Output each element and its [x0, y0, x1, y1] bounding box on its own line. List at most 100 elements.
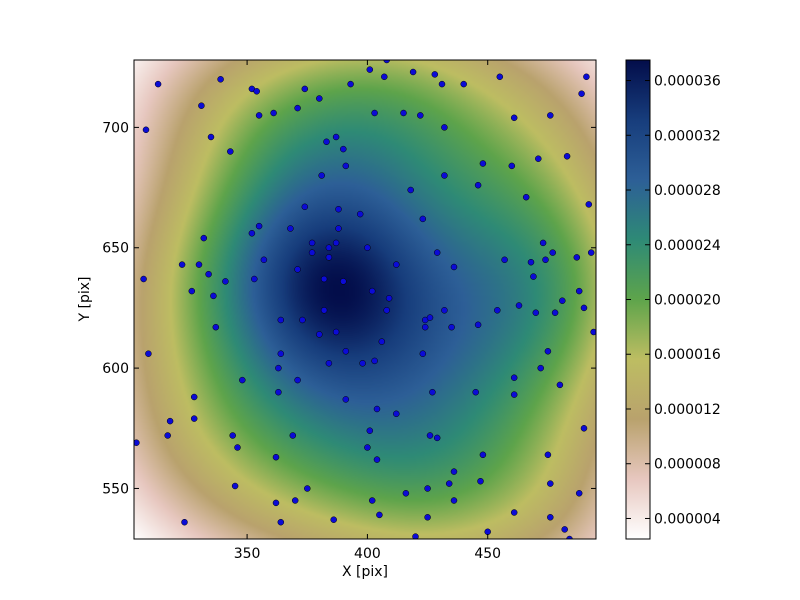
scatter-point — [205, 270, 212, 278]
scatter-point — [340, 278, 347, 285]
scatter-point — [231, 482, 239, 490]
scatter-point — [364, 444, 371, 451]
scatter-point — [373, 456, 381, 463]
scatter-point — [412, 533, 419, 539]
y-axis-label: Y [pix] — [77, 277, 93, 323]
scatter-point — [356, 210, 364, 218]
scatter-point — [510, 391, 518, 398]
scatter-point — [373, 405, 381, 413]
y-axis-ticks: 550 600 650 700 — [102, 120, 596, 497]
scatter-point — [166, 417, 174, 425]
scatter-point — [448, 323, 455, 331]
scatter-point — [335, 205, 342, 213]
scatter-point — [275, 364, 282, 372]
scatter-point — [272, 499, 280, 507]
x-tick-label: 450 — [474, 546, 501, 562]
scatter-point — [248, 230, 256, 237]
scatter-point — [316, 95, 323, 102]
scatter-point — [301, 85, 309, 93]
colorbar-tick-label: 0.000008 — [654, 457, 721, 473]
scatter-point — [371, 357, 378, 365]
y-tick-label: 600 — [102, 361, 129, 377]
scatter-point — [501, 256, 508, 264]
scatter-point — [385, 295, 393, 302]
scatter-point — [255, 112, 263, 119]
scatter-point — [433, 249, 441, 256]
scatter-point — [426, 432, 434, 439]
scatter-point — [198, 102, 205, 109]
scatter-point — [181, 518, 188, 526]
colorbar-tick-label: 0.000012 — [654, 402, 721, 418]
scatter-point — [207, 133, 215, 141]
scatter-point — [178, 261, 186, 268]
colorbar-tick-label: 0.000032 — [654, 128, 721, 144]
scatter-point — [222, 278, 229, 285]
scatter-point — [407, 186, 414, 194]
scatter-point — [332, 133, 340, 141]
plot-frame — [133, 59, 597, 540]
scatter-point — [547, 112, 554, 119]
scatter-point — [510, 114, 518, 122]
scatter-point — [277, 518, 285, 526]
scatter-point — [563, 153, 571, 160]
scatter-point — [260, 256, 268, 264]
scatter-point — [561, 526, 568, 533]
scatter-point — [421, 323, 429, 331]
scatter-point — [255, 222, 263, 230]
scatter-point — [140, 275, 147, 283]
scatter-point — [253, 88, 260, 95]
scatter-point — [508, 162, 516, 170]
scatter-point — [542, 256, 549, 264]
scatter-point — [474, 321, 482, 329]
scatter-point — [580, 304, 588, 312]
scatter-point — [212, 323, 220, 331]
scatter-point — [342, 348, 350, 355]
scatter-point — [323, 138, 330, 146]
scatter-point — [154, 80, 162, 88]
scatter-point — [270, 109, 277, 117]
scatter-point — [190, 393, 198, 401]
scatter-point — [332, 328, 340, 336]
scatter-point — [494, 307, 501, 314]
scatter-point — [210, 292, 217, 300]
scatter-point — [251, 275, 258, 283]
scatter-point — [496, 73, 504, 81]
scatter-point — [441, 124, 448, 131]
scatter-point — [294, 266, 301, 273]
scatter-point — [556, 381, 564, 389]
scatter-point — [575, 490, 583, 497]
scatter-point — [294, 104, 301, 112]
colorbar-tick-label: 0.000024 — [654, 238, 721, 254]
scatter-point — [275, 388, 282, 396]
scatter-point — [294, 376, 301, 384]
scatter-point — [359, 360, 366, 367]
scatter-point — [532, 309, 540, 316]
scatter-point — [277, 316, 285, 324]
scatter-point — [227, 148, 234, 155]
scatter-point — [402, 490, 410, 497]
scatter-point — [190, 415, 198, 422]
scatter-point — [330, 516, 337, 523]
scatter-point — [320, 275, 328, 283]
scatter-point — [450, 468, 458, 475]
scatter-point — [332, 239, 340, 247]
scatter-point — [587, 249, 595, 256]
scatter-point — [438, 80, 446, 88]
scatter-point — [364, 244, 371, 251]
scatter-point — [342, 396, 350, 403]
plot-area: 350 400 450 550 600 650 700 X [pix] Y [pix] — [77, 59, 597, 580]
scatter-point — [318, 172, 325, 179]
colorbar-tick-label: 0.000004 — [654, 511, 721, 527]
scatter-point — [229, 432, 236, 439]
scatter-point — [575, 287, 583, 295]
scatter-point — [393, 261, 400, 268]
scatter-point — [527, 258, 535, 266]
scatter-point — [424, 485, 431, 492]
scatter-point — [234, 444, 241, 451]
scatter-point — [431, 71, 439, 78]
colorbar-tick-label: 0.000036 — [654, 74, 721, 90]
scatter-point — [537, 364, 544, 372]
scatter-point — [460, 80, 467, 88]
x-tick-label: 350 — [234, 546, 261, 562]
